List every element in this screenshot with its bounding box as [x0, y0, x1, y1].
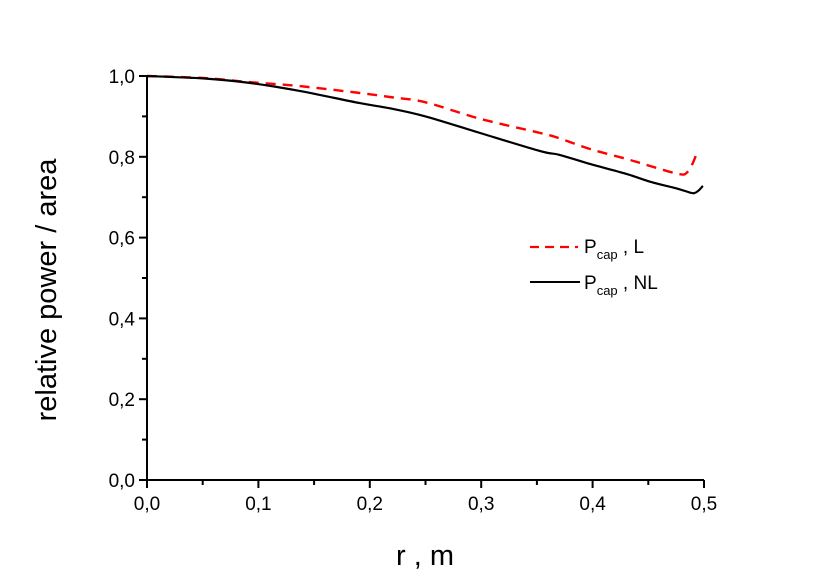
x-tick-label: 0,5	[691, 494, 717, 515]
x-ticks: 0,0 0,1 0,2 0,3 0,4 0,5	[134, 480, 717, 515]
x-tick-label: 0,4	[579, 494, 606, 515]
legend: Pcap , L Pcap , NL	[530, 237, 658, 298]
y-tick-label: 0,6	[109, 229, 135, 250]
x-tick-label: 0,1	[245, 494, 271, 515]
y-tick-label: 0,2	[109, 390, 135, 411]
y-tick-label: 0,8	[109, 148, 135, 169]
y-tick-label: 0,4	[109, 309, 136, 330]
series-line-nl	[146, 74, 704, 195]
x-tick-label: 0,0	[134, 494, 160, 515]
legend-label-nl: Pcap , NL	[584, 273, 658, 298]
y-axis-title: relative power / area	[31, 158, 63, 422]
y-tick-label: 0,0	[109, 471, 135, 492]
y-ticks: 0,0 0,2 0,4 0,6 0,8 1,0	[109, 67, 147, 492]
legend-item-nl: Pcap , NL	[530, 273, 658, 298]
x-tick-label: 0,2	[357, 494, 383, 515]
legend-label-l: Pcap , L	[584, 237, 644, 262]
series-line-l	[146, 74, 698, 176]
plot-series-group	[146, 74, 704, 195]
legend-item-l: Pcap , L	[530, 237, 644, 262]
axes-group: 0,0 0,1 0,2 0,3 0,4 0,5 0,0 0,2 0,4 0,6 0,8 1,0	[109, 67, 718, 515]
y-tick-label: 1,0	[109, 67, 135, 88]
x-axis-title: r , m	[396, 540, 454, 572]
x-tick-label: 0,3	[468, 494, 494, 515]
